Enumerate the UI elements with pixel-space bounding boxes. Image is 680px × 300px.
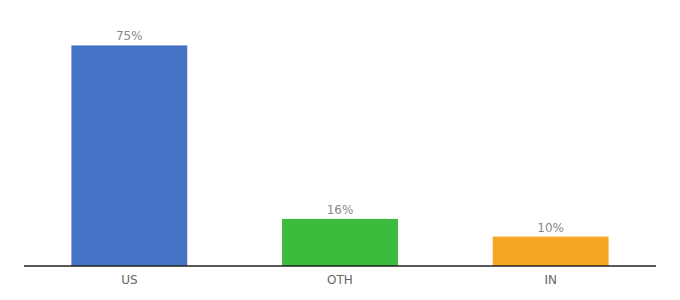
chart-container: 75% 16% 10% US OTH IN [0,0,680,300]
x-tick-label: OTH [327,273,353,287]
chart: 75% 16% 10% US OTH IN [0,0,680,300]
data-label: 75% [116,29,143,43]
data-label: 10% [537,221,564,235]
data-label: 16% [327,203,354,217]
x-axis-line [24,265,656,267]
bar [493,237,609,266]
bars [71,45,608,266]
bar [282,219,398,266]
x-tick-label: US [121,273,137,287]
bar [71,45,187,266]
x-tick-label: IN [544,273,557,287]
